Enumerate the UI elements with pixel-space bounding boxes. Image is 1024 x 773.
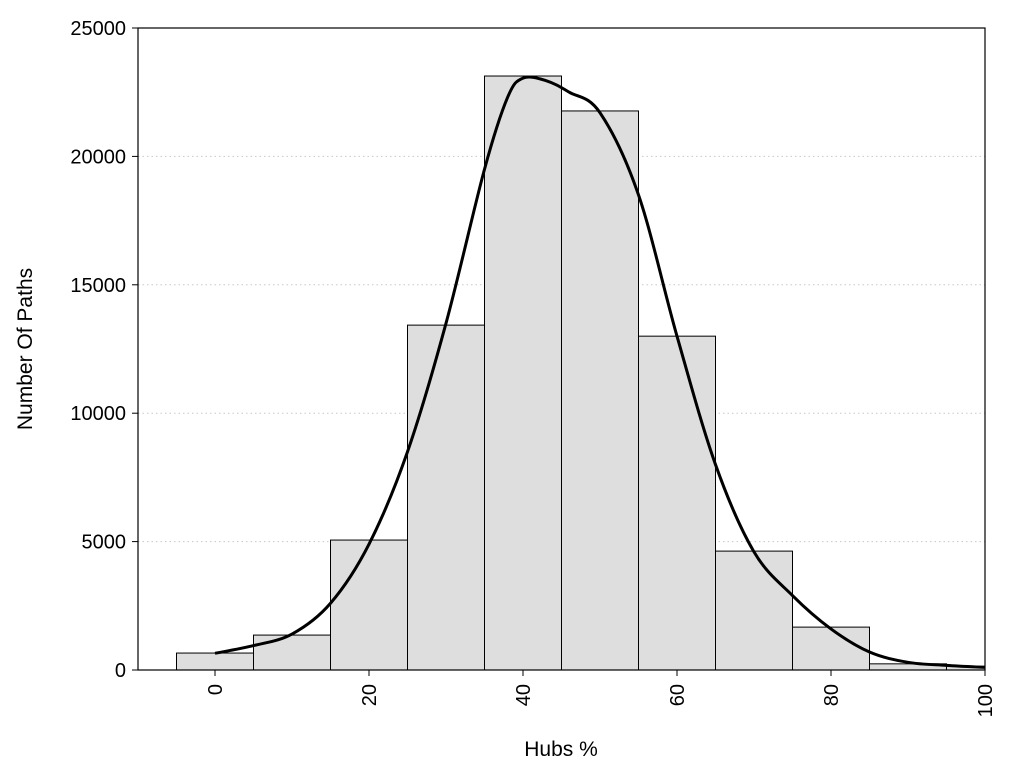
y-tick-label: 0 (115, 660, 126, 682)
x-axis-ticks: 0 20 40 60 80 100 (205, 670, 997, 717)
y-axis-label: Number Of Paths (14, 268, 37, 430)
histogram-bar (792, 626, 870, 671)
histogram-bar (484, 75, 562, 671)
x-tick-label: 20 (359, 684, 381, 706)
x-tick-label: 0 (205, 684, 227, 695)
y-tick-label: 25000 (70, 18, 126, 40)
bars (176, 75, 986, 671)
x-axis-label: Hubs % (524, 738, 598, 761)
histogram-bar (330, 539, 408, 671)
histogram-bar (176, 652, 254, 671)
density-curve (214, 75, 986, 669)
y-axis-ticks: 0 5000 10000 15000 20000 25000 (70, 18, 138, 682)
histogram-bar (407, 324, 485, 671)
plot-frame (137, 27, 986, 671)
y-tick-label: 20000 (70, 146, 126, 168)
histogram-bar (253, 634, 331, 671)
x-tick-label: 40 (513, 684, 535, 706)
histogram-bar (561, 110, 639, 671)
histogram-bar (638, 335, 716, 671)
y-tick-label: 10000 (70, 403, 126, 425)
x-tick-label: 80 (821, 684, 843, 706)
x-tick-label: 60 (667, 684, 689, 706)
y-tick-label: 5000 (82, 532, 127, 554)
y-tick-label: 15000 (70, 275, 126, 297)
x-tick-label: 100 (975, 684, 997, 717)
histogram-bar (715, 550, 793, 671)
